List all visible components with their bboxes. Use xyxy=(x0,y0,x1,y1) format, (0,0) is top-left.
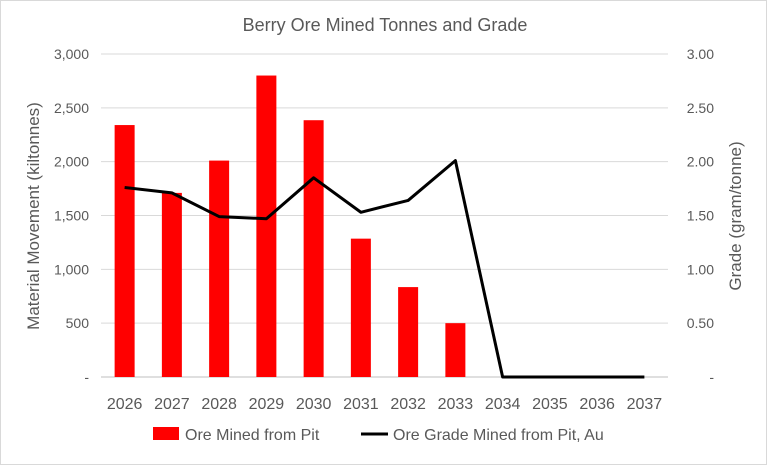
x-tick-label: 2027 xyxy=(154,396,190,413)
x-tick-label: 2032 xyxy=(390,396,426,413)
y2-tick-label: - xyxy=(709,369,714,385)
x-tick-label: 2035 xyxy=(532,396,568,413)
bar xyxy=(162,193,182,377)
y-tick-label: 500 xyxy=(66,315,90,331)
bar xyxy=(445,323,465,377)
bar xyxy=(115,125,135,377)
legend-swatch-ore-mined xyxy=(153,427,179,440)
bar xyxy=(209,161,229,377)
legend-label-ore-grade: Ore Grade Mined from Pit, Au xyxy=(393,427,604,444)
x-tick-label: 2029 xyxy=(249,396,285,413)
x-tick-label: 2036 xyxy=(579,396,615,413)
bar xyxy=(256,76,276,377)
x-axis-ticks: 2026 2027 2028 2029 2030 2031 2032 2033 2034 2035… xyxy=(107,396,662,413)
y2-tick-label: 2.50 xyxy=(687,100,714,116)
legend-label-ore-mined: Ore Mined from Pit xyxy=(185,427,320,444)
bar xyxy=(351,239,371,377)
x-tick-label: 2026 xyxy=(107,396,143,413)
y-tick-label: 3,000 xyxy=(54,46,89,62)
y-axis-label: Material Movement (kiltonnes) xyxy=(24,102,43,330)
y2-tick-label: 1.50 xyxy=(687,208,714,224)
bar xyxy=(398,287,418,377)
x-tick-label: 2028 xyxy=(201,396,237,413)
bar xyxy=(304,120,324,377)
gridlines xyxy=(101,54,668,377)
x-tick-label: 2033 xyxy=(438,396,474,413)
right-axis-ticks: - 0.50 1.00 1.50 2.00 2.50 3.00 xyxy=(687,46,715,385)
y2-axis-label: Grade (gram/tonne) xyxy=(726,141,745,290)
y-tick-label: - xyxy=(84,369,89,385)
x-tick-label: 2037 xyxy=(627,396,663,413)
y2-tick-label: 0.50 xyxy=(687,315,714,331)
legend: Ore Mined from Pit Ore Grade Mined from … xyxy=(153,427,604,444)
bar-series xyxy=(115,76,466,377)
x-tick-label: 2034 xyxy=(485,396,521,413)
line-series xyxy=(125,160,645,377)
x-tick-label: 2030 xyxy=(296,396,332,413)
y-tick-label: 1,500 xyxy=(54,208,89,224)
chart-title: Berry Ore Mined Tonnes and Grade xyxy=(243,15,528,35)
y-tick-label: 1,000 xyxy=(54,261,89,277)
y2-tick-label: 2.00 xyxy=(687,154,714,170)
y2-tick-label: 3.00 xyxy=(687,46,714,62)
left-axis-ticks: - 500 1,000 1,500 2,000 2,500 3,000 xyxy=(54,46,89,385)
y2-tick-label: 1.00 xyxy=(687,261,714,277)
y-tick-label: 2,500 xyxy=(54,100,89,116)
x-tick-label: 2031 xyxy=(343,396,379,413)
grade-line xyxy=(125,161,645,377)
y-tick-label: 2,000 xyxy=(54,154,89,170)
